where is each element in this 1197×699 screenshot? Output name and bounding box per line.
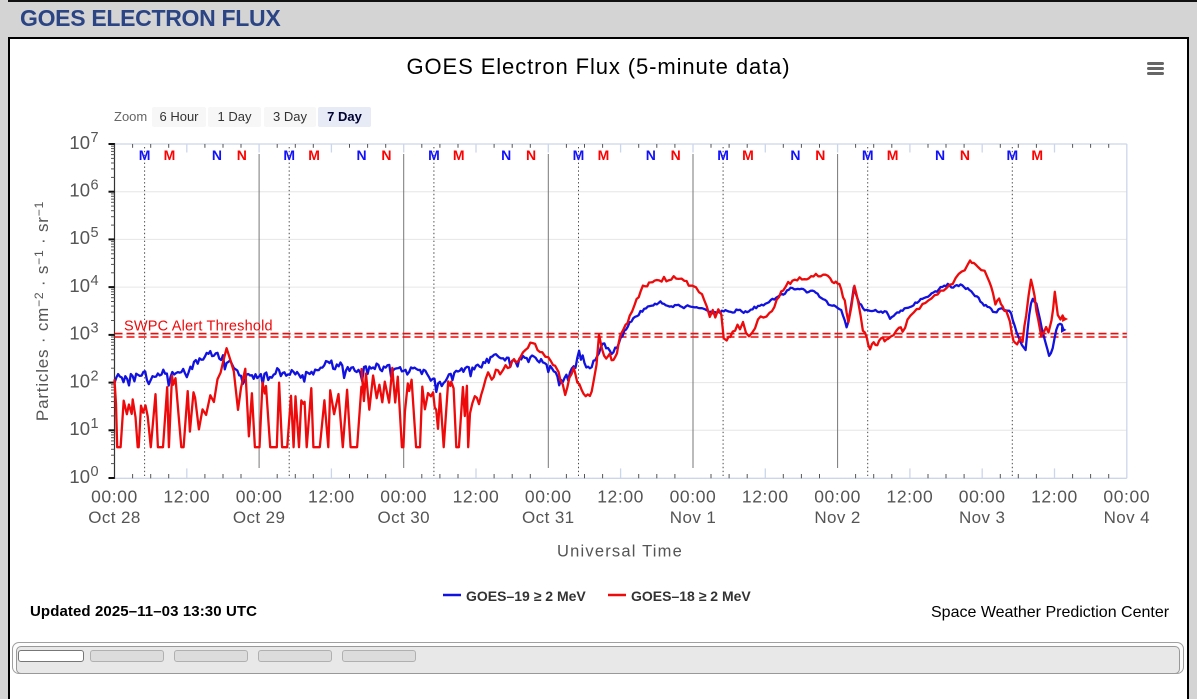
svg-text:10: 10 bbox=[69, 132, 90, 153]
svg-text:12:00: 12:00 bbox=[1031, 487, 1078, 507]
svg-text:Oct 31: Oct 31 bbox=[522, 508, 574, 527]
svg-text:00:00: 00:00 bbox=[236, 487, 283, 507]
svg-text:M: M bbox=[139, 147, 151, 163]
svg-text:10: 10 bbox=[69, 180, 90, 201]
svg-text:N: N bbox=[526, 147, 536, 163]
svg-text:00:00: 00:00 bbox=[959, 487, 1006, 507]
svg-text:N: N bbox=[815, 147, 825, 163]
svg-text:00:00: 00:00 bbox=[91, 487, 138, 507]
svg-text:Nov 2: Nov 2 bbox=[814, 508, 860, 527]
svg-text:M: M bbox=[283, 147, 295, 163]
svg-text:12:00: 12:00 bbox=[887, 487, 934, 507]
svg-text:GOES–18 ≥ 2 MeV: GOES–18 ≥ 2 MeV bbox=[631, 588, 751, 604]
svg-text:00:00: 00:00 bbox=[814, 487, 861, 507]
svg-text:Nov 3: Nov 3 bbox=[959, 508, 1005, 527]
svg-text:12:00: 12:00 bbox=[453, 487, 500, 507]
svg-text:Oct 28: Oct 28 bbox=[88, 508, 140, 527]
svg-text:00:00: 00:00 bbox=[525, 487, 572, 507]
svg-text:1: 1 bbox=[91, 416, 99, 432]
svg-text:N: N bbox=[356, 147, 366, 163]
svg-text:M: M bbox=[453, 147, 465, 163]
svg-text:N: N bbox=[671, 147, 681, 163]
svg-text:6: 6 bbox=[91, 178, 99, 194]
svg-text:M: M bbox=[862, 147, 874, 163]
svg-text:M: M bbox=[428, 147, 440, 163]
svg-text:N: N bbox=[935, 147, 945, 163]
svg-text:SWPC Alert Threshold: SWPC Alert Threshold bbox=[124, 319, 273, 335]
svg-text:10: 10 bbox=[69, 418, 90, 439]
svg-text:M: M bbox=[742, 147, 754, 163]
svg-text:GOES–19 ≥ 2 MeV: GOES–19 ≥ 2 MeV bbox=[466, 588, 586, 604]
svg-text:Particles · cm−2 · s−1 · sr−1: Particles · cm−2 · s−1 · sr−1 bbox=[32, 201, 52, 421]
svg-text:Oct 29: Oct 29 bbox=[233, 508, 285, 527]
svg-text:10: 10 bbox=[69, 370, 90, 391]
svg-text:N: N bbox=[646, 147, 656, 163]
svg-text:N: N bbox=[501, 147, 511, 163]
svg-text:12:00: 12:00 bbox=[742, 487, 789, 507]
svg-text:00:00: 00:00 bbox=[1103, 487, 1150, 507]
svg-text:Oct 30: Oct 30 bbox=[377, 508, 429, 527]
svg-text:N: N bbox=[960, 147, 970, 163]
svg-text:Nov 1: Nov 1 bbox=[670, 508, 716, 527]
svg-text:M: M bbox=[1031, 147, 1043, 163]
svg-text:M: M bbox=[164, 147, 176, 163]
svg-text:10: 10 bbox=[69, 466, 90, 487]
svg-text:M: M bbox=[573, 147, 585, 163]
svg-text:3: 3 bbox=[91, 321, 99, 337]
svg-text:10: 10 bbox=[69, 323, 90, 344]
svg-text:M: M bbox=[598, 147, 610, 163]
svg-text:12:00: 12:00 bbox=[597, 487, 644, 507]
svg-text:Nov 4: Nov 4 bbox=[1104, 508, 1150, 527]
svg-text:M: M bbox=[1006, 147, 1018, 163]
svg-text:4: 4 bbox=[91, 273, 99, 289]
svg-text:N: N bbox=[212, 147, 222, 163]
svg-text:2: 2 bbox=[91, 368, 99, 384]
svg-text:M: M bbox=[887, 147, 899, 163]
svg-text:00:00: 00:00 bbox=[380, 487, 427, 507]
svg-text:M: M bbox=[717, 147, 729, 163]
svg-text:N: N bbox=[381, 147, 391, 163]
svg-text:0: 0 bbox=[91, 464, 99, 480]
svg-text:10: 10 bbox=[69, 275, 90, 296]
svg-text:00:00: 00:00 bbox=[670, 487, 717, 507]
svg-text:5: 5 bbox=[91, 225, 99, 241]
svg-text:7: 7 bbox=[91, 130, 99, 146]
svg-text:10: 10 bbox=[69, 227, 90, 248]
svg-text:M: M bbox=[308, 147, 320, 163]
svg-text:N: N bbox=[790, 147, 800, 163]
svg-text:Universal Time: Universal Time bbox=[557, 543, 683, 561]
svg-text:N: N bbox=[237, 147, 247, 163]
svg-text:12:00: 12:00 bbox=[163, 487, 210, 507]
svg-text:12:00: 12:00 bbox=[308, 487, 355, 507]
